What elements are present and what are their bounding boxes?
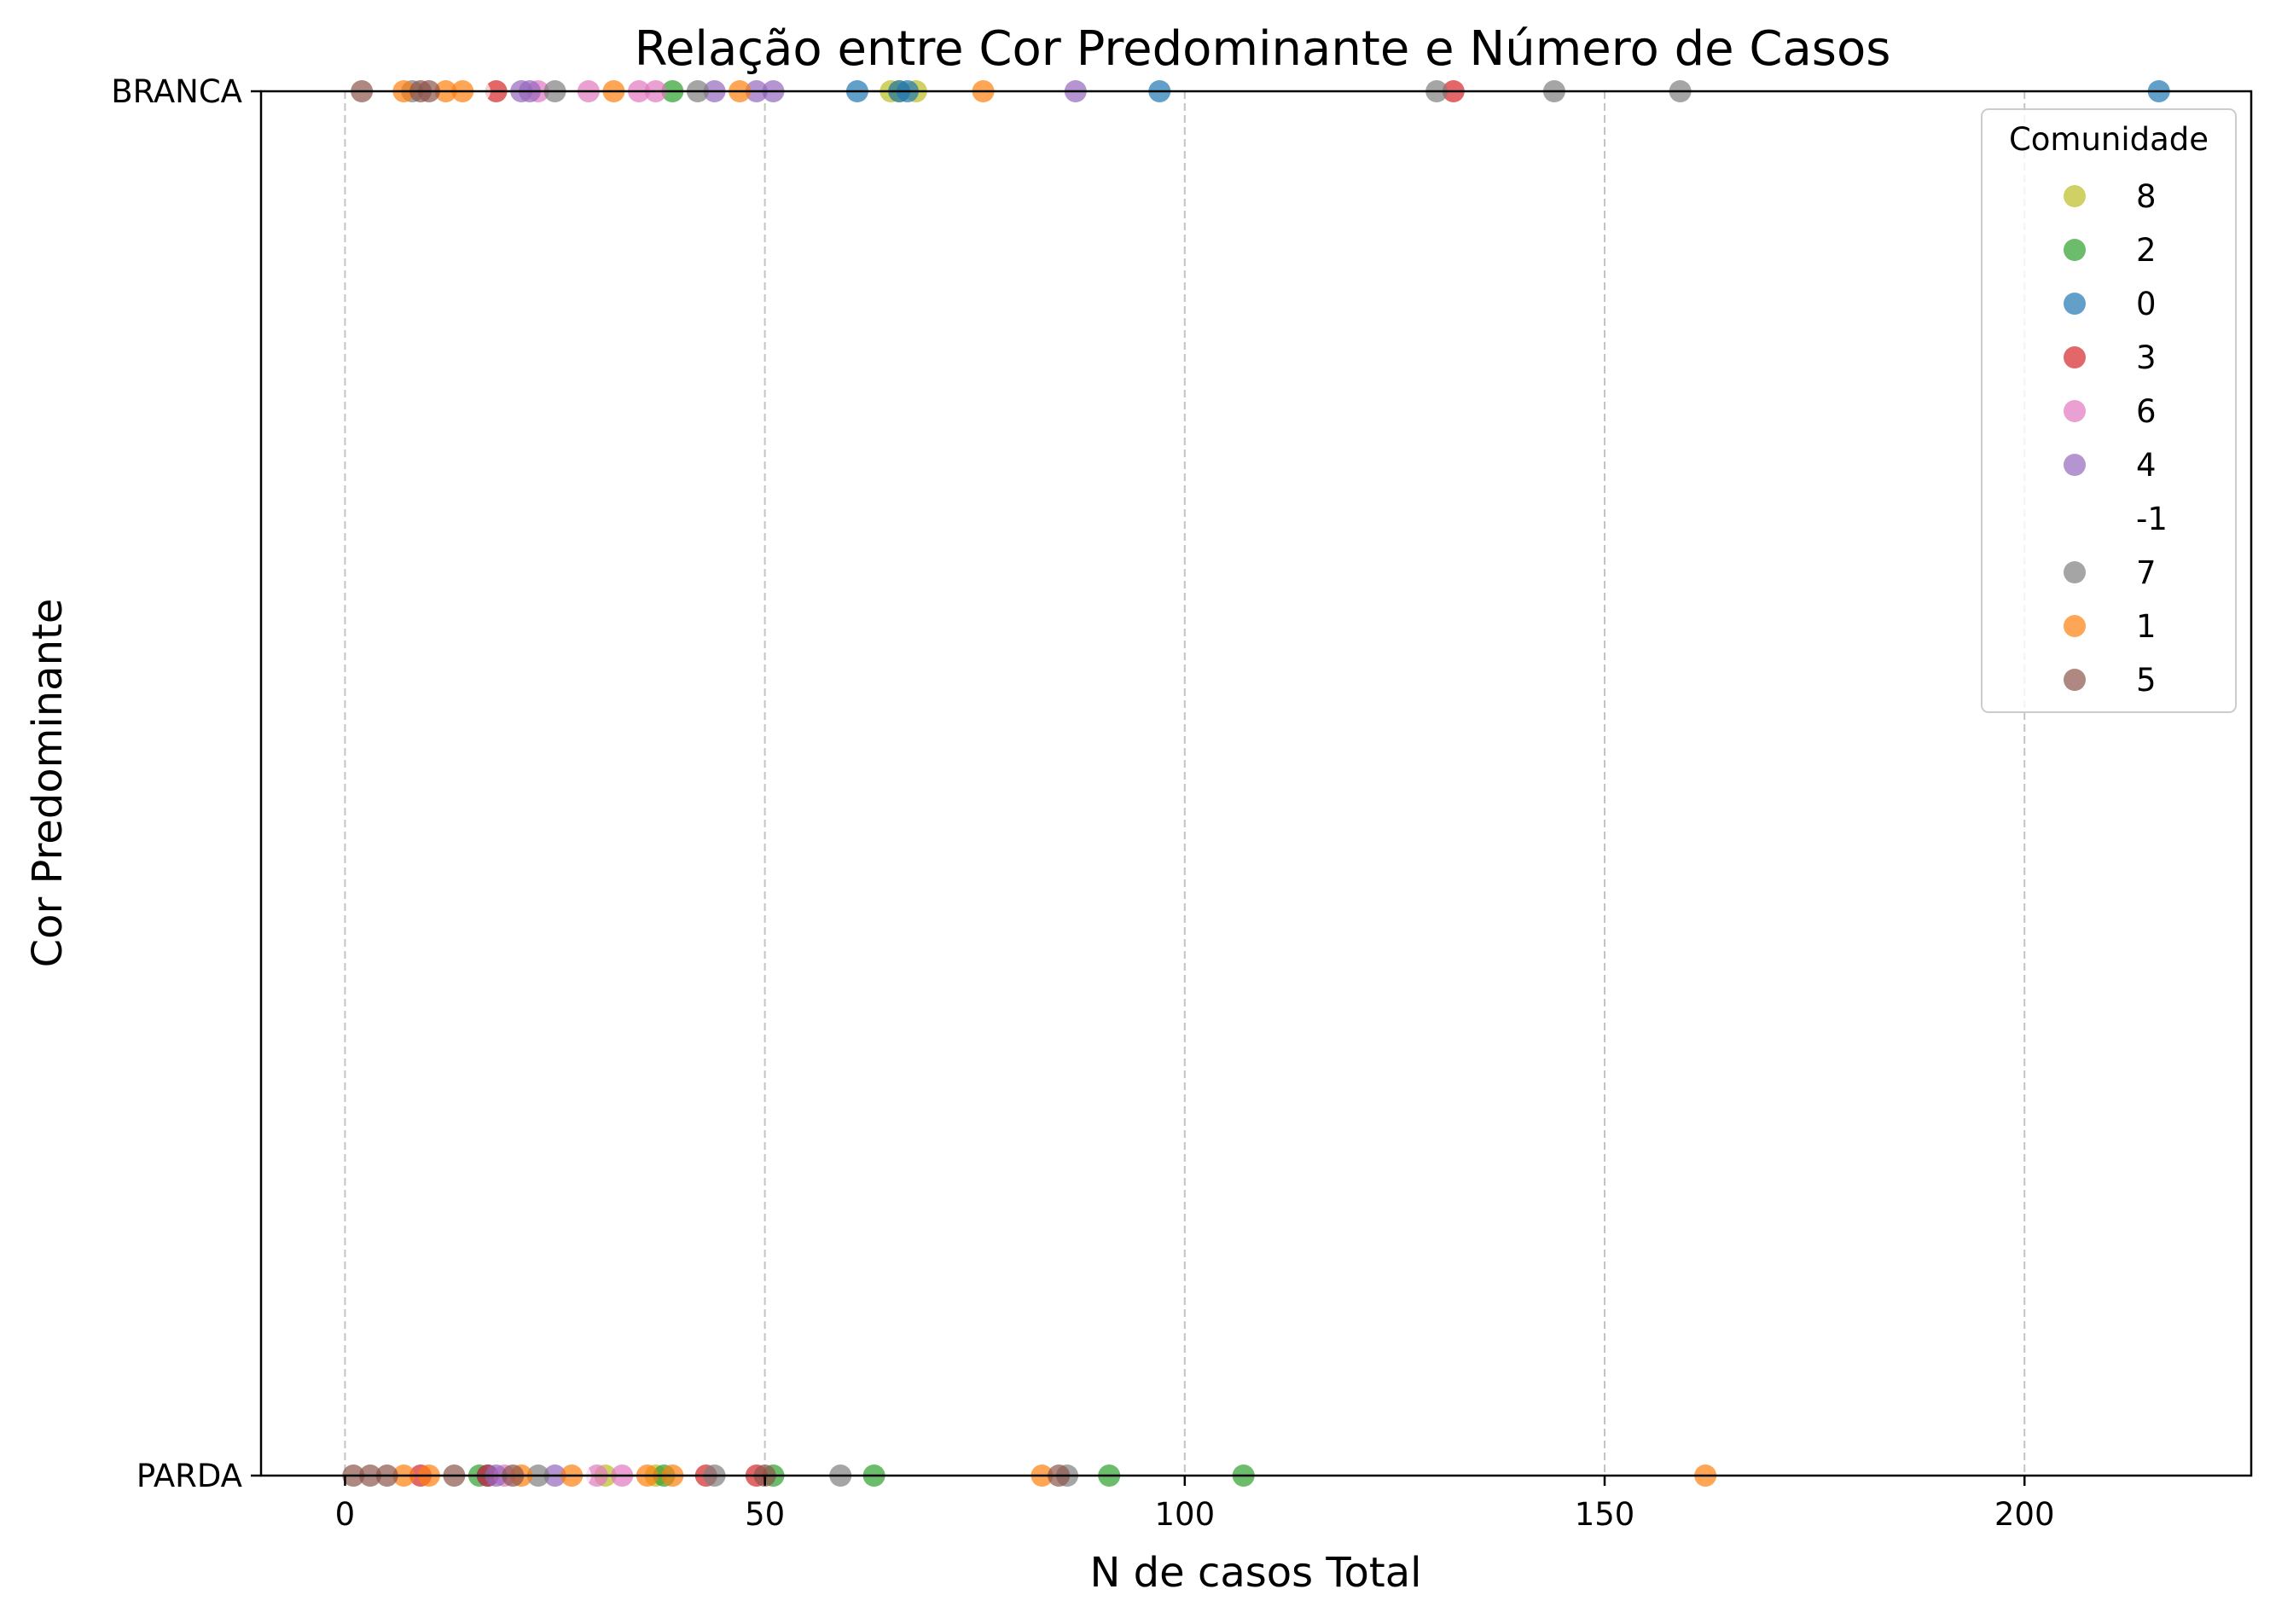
chart-title: Relação entre Cor Predominante e Número … (635, 21, 1891, 77)
x-axis-label: N de casos Total (1090, 1549, 1422, 1597)
y-tick-label: PARDA (136, 1458, 242, 1494)
legend-label: 4 (2136, 447, 2157, 484)
x-tick-label: 100 (1155, 1496, 1216, 1533)
x-tick-label: 150 (1575, 1496, 1635, 1533)
y-tick-label: BRANCA (111, 73, 242, 110)
x-tick-label: 0 (335, 1496, 356, 1533)
legend-marker (2064, 293, 2086, 315)
x-tick-label: 50 (745, 1496, 785, 1533)
legend-label: 3 (2136, 339, 2157, 376)
legend-box (1981, 108, 2237, 713)
legend-items: 8 2 0 3 6 4 -1 7 1 5 (2064, 178, 2168, 699)
legend-label: 1 (2136, 608, 2157, 645)
legend-marker (2064, 561, 2086, 583)
plot-frame (259, 90, 2253, 1477)
legend-marker (2064, 239, 2086, 261)
legend-marker (2064, 185, 2086, 207)
legend-marker (2064, 615, 2086, 637)
legend-title: Comunidade (2009, 121, 2209, 158)
legend-marker (2064, 508, 2086, 530)
legend: Comunidade 8 2 0 3 6 4 -1 7 1 5 (1981, 108, 2237, 713)
legend-marker (2064, 400, 2086, 422)
y-axis: PARDA BRANCA (111, 73, 261, 1494)
legend-marker (2064, 454, 2086, 476)
x-axis: 0 50 100 150 200 (335, 1476, 2055, 1533)
x-tick-label: 200 (1994, 1496, 2055, 1533)
legend-label: 2 (2136, 232, 2157, 269)
grid-lines (344, 91, 2026, 1476)
legend-label: 8 (2136, 178, 2157, 215)
legend-marker (2064, 669, 2086, 691)
legend-label: 7 (2136, 554, 2157, 591)
legend-label: 5 (2136, 662, 2157, 699)
legend-marker (2064, 346, 2086, 368)
legend-label: 0 (2136, 286, 2157, 322)
legend-label: -1 (2136, 501, 2168, 537)
legend-label: 6 (2136, 393, 2157, 430)
y-axis-label: Cor Predominante (24, 599, 72, 968)
